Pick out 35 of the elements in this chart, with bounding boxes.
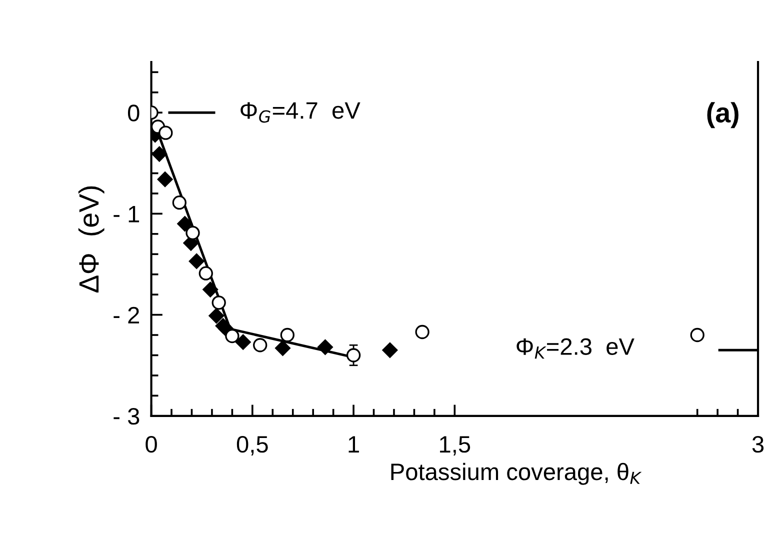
point <box>172 195 186 210</box>
x-tick-label: 1,5 <box>440 436 470 456</box>
point <box>415 324 430 340</box>
point <box>212 296 226 310</box>
x-tick-label: 3 <box>752 436 764 453</box>
point <box>690 328 704 342</box>
point <box>235 334 251 350</box>
point <box>186 226 200 240</box>
point <box>208 308 224 324</box>
point <box>177 216 193 232</box>
x-tick-label: 0 <box>146 436 157 453</box>
point <box>225 328 240 344</box>
point <box>253 338 268 352</box>
point <box>198 266 213 280</box>
point <box>157 172 173 188</box>
point <box>382 342 398 358</box>
y-tick-label: - 3 <box>114 408 140 425</box>
y-tick-label: - 1 <box>114 206 140 222</box>
point <box>346 348 361 362</box>
point <box>152 146 168 162</box>
point <box>202 282 218 298</box>
point <box>280 328 294 342</box>
annotation: Φ$_{K}$=2.3 eV <box>516 338 634 359</box>
annotation: Φ$_{G}$=4.7 eV <box>240 102 360 123</box>
x-axis-title: Potassium coverage, θ$_{K}$ <box>391 462 642 485</box>
y-tick-label: - 2 <box>114 306 139 324</box>
point <box>318 339 333 355</box>
point <box>158 126 173 140</box>
y-tick-label: 0 <box>128 104 140 122</box>
x-tick-label: 0,5 <box>236 436 268 456</box>
annotation: (a) <box>707 102 738 128</box>
point <box>275 340 290 356</box>
x-tick-label: 1 <box>348 436 359 452</box>
y-axis-title: ΔΦ (eV) <box>78 186 104 292</box>
point <box>188 254 204 269</box>
